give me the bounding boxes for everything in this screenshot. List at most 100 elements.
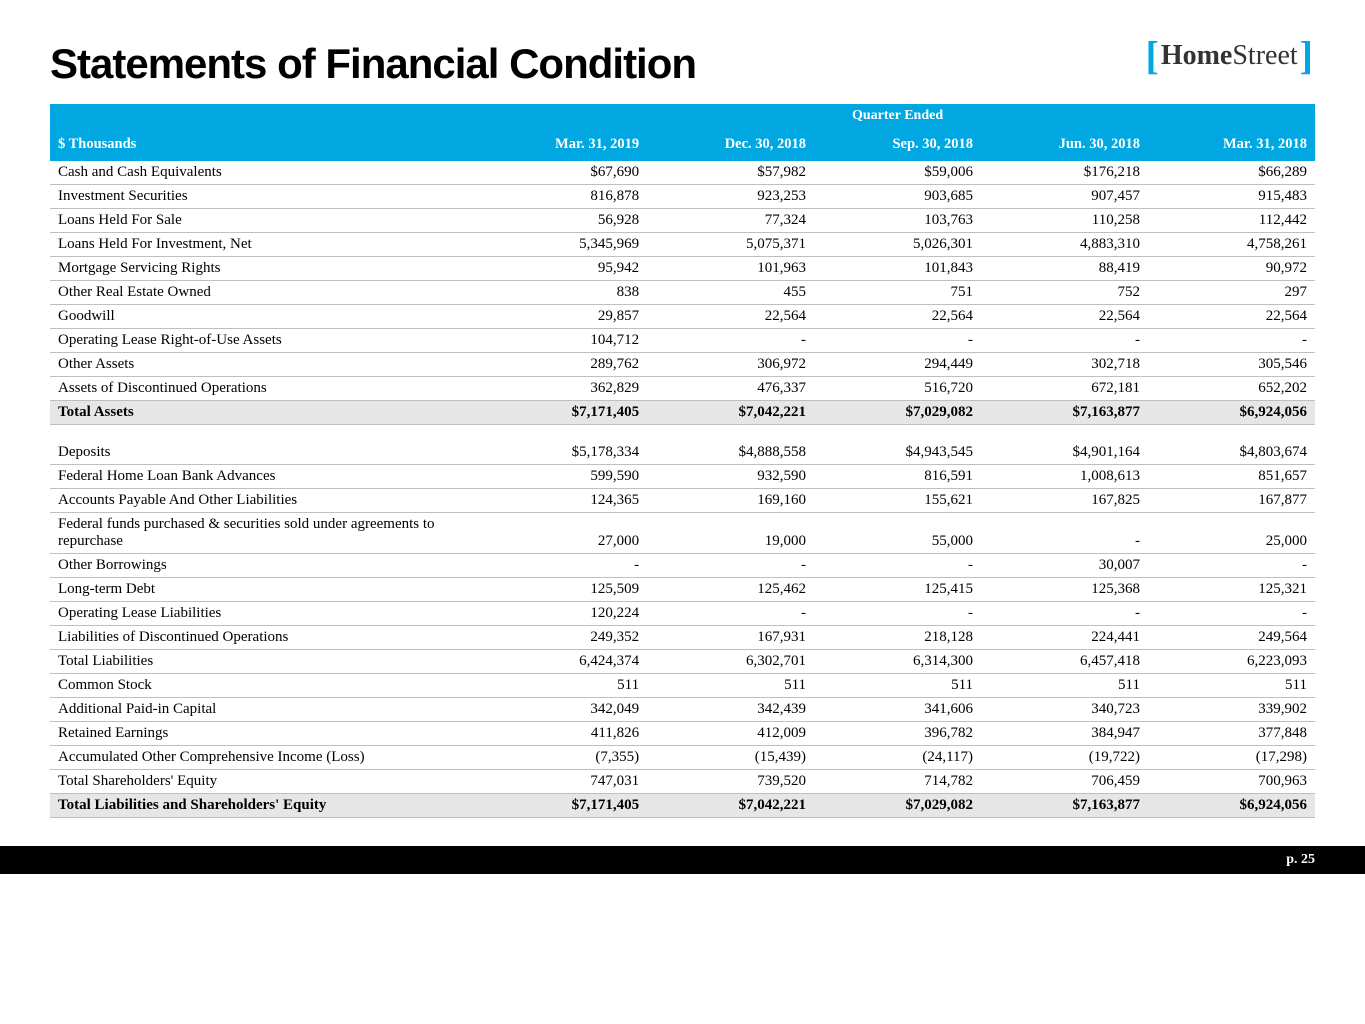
- row-value: 476,337: [647, 377, 814, 401]
- table-row: Accounts Payable And Other Liabilities12…: [50, 489, 1315, 513]
- row-value: 341,606: [814, 698, 981, 722]
- row-value: 104,712: [480, 329, 647, 353]
- row-value: 838: [480, 281, 647, 305]
- row-value: 167,825: [981, 489, 1148, 513]
- row-label: Liabilities of Discontinued Operations: [50, 626, 480, 650]
- row-value: $5,178,334: [480, 441, 647, 465]
- row-label: Cash and Cash Equivalents: [50, 161, 480, 185]
- row-value: $7,171,405: [480, 401, 647, 425]
- row-value: 56,928: [480, 209, 647, 233]
- row-value: 816,878: [480, 185, 647, 209]
- row-value: 340,723: [981, 698, 1148, 722]
- table-row: Total Liabilities6,424,3746,302,7016,314…: [50, 650, 1315, 674]
- row-value: 249,352: [480, 626, 647, 650]
- table-row: Deposits$5,178,334$4,888,558$4,943,545$4…: [50, 441, 1315, 465]
- row-value: 511: [814, 674, 981, 698]
- row-value: 516,720: [814, 377, 981, 401]
- row-value: -: [1148, 602, 1315, 626]
- row-value: 218,128: [814, 626, 981, 650]
- row-label: Additional Paid-in Capital: [50, 698, 480, 722]
- row-value: $4,901,164: [981, 441, 1148, 465]
- logo-street: Street: [1232, 40, 1297, 71]
- row-value: 511: [981, 674, 1148, 698]
- row-value: $59,006: [814, 161, 981, 185]
- row-label: Assets of Discontinued Operations: [50, 377, 480, 401]
- row-value: 747,031: [480, 770, 647, 794]
- row-value: 55,000: [814, 513, 981, 554]
- row-value: 95,942: [480, 257, 647, 281]
- row-label: Total Liabilities: [50, 650, 480, 674]
- header-col: Mar. 31, 2019: [480, 128, 647, 161]
- row-value: 714,782: [814, 770, 981, 794]
- row-value: 167,931: [647, 626, 814, 650]
- row-value: 932,590: [647, 465, 814, 489]
- row-value: $6,924,056: [1148, 401, 1315, 425]
- table-row: Total Shareholders' Equity747,031739,520…: [50, 770, 1315, 794]
- row-value: 599,590: [480, 465, 647, 489]
- row-value: 224,441: [981, 626, 1148, 650]
- row-value: 125,462: [647, 578, 814, 602]
- row-value: 112,442: [1148, 209, 1315, 233]
- table-row: Other Real Estate Owned838455751752297: [50, 281, 1315, 305]
- row-value: 751: [814, 281, 981, 305]
- header-col: Dec. 30, 2018: [647, 128, 814, 161]
- row-value: 700,963: [1148, 770, 1315, 794]
- row-value: -: [814, 329, 981, 353]
- logo-home: Home: [1161, 40, 1233, 71]
- row-value: 19,000: [647, 513, 814, 554]
- row-value: $7,042,221: [647, 401, 814, 425]
- row-value: 101,963: [647, 257, 814, 281]
- row-label: Total Shareholders' Equity: [50, 770, 480, 794]
- row-value: 384,947: [981, 722, 1148, 746]
- page-title: Statements of Financial Condition: [50, 40, 696, 88]
- table-row: Mortgage Servicing Rights95,942101,96310…: [50, 257, 1315, 281]
- row-label: Accounts Payable And Other Liabilities: [50, 489, 480, 513]
- row-value: $67,690: [480, 161, 647, 185]
- table-row: Loans Held For Sale56,92877,324103,76311…: [50, 209, 1315, 233]
- bracket-right-icon: ]: [1300, 42, 1313, 70]
- row-value: 88,419: [981, 257, 1148, 281]
- row-value: 907,457: [981, 185, 1148, 209]
- financial-table: Quarter Ended $ ThousandsMar. 31, 2019De…: [50, 104, 1315, 818]
- row-value: 5,075,371: [647, 233, 814, 257]
- row-value: (7,355): [480, 746, 647, 770]
- row-value: 396,782: [814, 722, 981, 746]
- table-row: Other Borrowings---30,007-: [50, 554, 1315, 578]
- row-label: Federal Home Loan Bank Advances: [50, 465, 480, 489]
- row-label: Investment Securities: [50, 185, 480, 209]
- row-label: Long-term Debt: [50, 578, 480, 602]
- logo: [ HomeStreet ]: [1144, 40, 1316, 72]
- row-label: Operating Lease Right-of-Use Assets: [50, 329, 480, 353]
- row-value: 752: [981, 281, 1148, 305]
- row-value: 29,857: [480, 305, 647, 329]
- row-value: 342,049: [480, 698, 647, 722]
- row-value: 22,564: [981, 305, 1148, 329]
- row-value: 362,829: [480, 377, 647, 401]
- row-value: 30,007: [981, 554, 1148, 578]
- row-value: $7,171,405: [480, 794, 647, 818]
- row-value: 672,181: [981, 377, 1148, 401]
- header-quarter-ended: Quarter Ended: [480, 104, 1315, 128]
- table-row: Accumulated Other Comprehensive Income (…: [50, 746, 1315, 770]
- row-label: Federal funds purchased & securities sol…: [50, 513, 480, 554]
- row-value: -: [647, 602, 814, 626]
- table-row: Loans Held For Investment, Net5,345,9695…: [50, 233, 1315, 257]
- row-value: $4,888,558: [647, 441, 814, 465]
- header-label: $ Thousands: [50, 128, 480, 161]
- row-value: 511: [480, 674, 647, 698]
- row-value: 6,302,701: [647, 650, 814, 674]
- row-label: Other Assets: [50, 353, 480, 377]
- row-value: 77,324: [647, 209, 814, 233]
- row-value: 4,758,261: [1148, 233, 1315, 257]
- table-row: Liabilities of Discontinued Operations24…: [50, 626, 1315, 650]
- row-label: Retained Earnings: [50, 722, 480, 746]
- table-row: Long-term Debt125,509125,462125,415125,3…: [50, 578, 1315, 602]
- row-value: $7,029,082: [814, 401, 981, 425]
- row-value: 6,424,374: [480, 650, 647, 674]
- row-value: -: [1148, 329, 1315, 353]
- table-row: Assets of Discontinued Operations362,829…: [50, 377, 1315, 401]
- row-value: 5,345,969: [480, 233, 647, 257]
- row-value: 125,368: [981, 578, 1148, 602]
- row-label: Loans Held For Sale: [50, 209, 480, 233]
- row-label: Loans Held For Investment, Net: [50, 233, 480, 257]
